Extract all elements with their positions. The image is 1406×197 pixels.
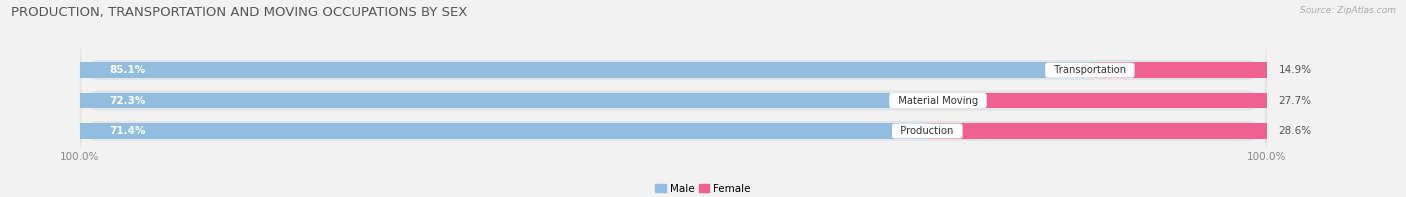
Text: Transportation: Transportation [1047, 65, 1132, 75]
FancyBboxPatch shape [80, 34, 1267, 106]
Bar [80, 123, 928, 139]
Text: 71.4%: 71.4% [110, 126, 146, 136]
Text: 28.6%: 28.6% [1278, 126, 1312, 136]
FancyBboxPatch shape [80, 95, 1267, 167]
Bar [1090, 62, 1267, 78]
Text: Source: ZipAtlas.com: Source: ZipAtlas.com [1301, 6, 1396, 15]
FancyBboxPatch shape [80, 65, 1267, 136]
Bar [80, 62, 1090, 78]
Bar [928, 123, 1267, 139]
Text: Material Moving: Material Moving [891, 96, 984, 106]
Legend: Male, Female: Male, Female [651, 179, 755, 197]
Text: 72.3%: 72.3% [110, 96, 146, 106]
Text: 85.1%: 85.1% [110, 65, 146, 75]
Text: 14.9%: 14.9% [1278, 65, 1312, 75]
Text: Production: Production [894, 126, 960, 136]
Bar [938, 93, 1267, 109]
Text: 27.7%: 27.7% [1278, 96, 1312, 106]
Bar [80, 93, 938, 109]
Text: PRODUCTION, TRANSPORTATION AND MOVING OCCUPATIONS BY SEX: PRODUCTION, TRANSPORTATION AND MOVING OC… [11, 6, 468, 19]
